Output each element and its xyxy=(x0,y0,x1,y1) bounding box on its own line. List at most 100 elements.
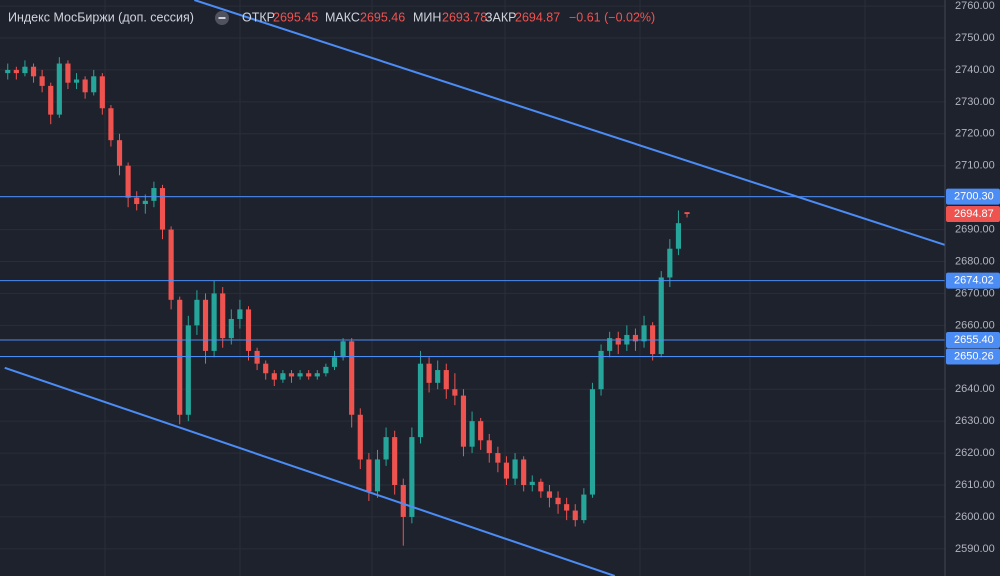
candle-body xyxy=(142,200,148,205)
candle-body xyxy=(589,389,596,495)
candle-body xyxy=(503,462,510,479)
level-label: 2674.02 xyxy=(954,274,994,286)
y-tick-label: 2600.00 xyxy=(955,511,995,523)
candle-body xyxy=(555,497,561,505)
y-tick-label: 2720.00 xyxy=(955,128,995,140)
candle-body xyxy=(73,79,80,83)
y-tick-label: 2730.00 xyxy=(955,96,995,108)
candle-body xyxy=(349,341,355,415)
candle-body xyxy=(435,370,441,383)
candle-body xyxy=(151,188,157,201)
candle-body xyxy=(30,66,37,77)
level-label-box xyxy=(946,188,1000,205)
candle-body xyxy=(615,338,621,345)
y-tick-label: 2710.00 xyxy=(955,160,995,172)
candle-body xyxy=(65,63,71,83)
candle-body xyxy=(116,140,123,166)
y-tick-label: 2680.00 xyxy=(955,255,995,267)
candle-body xyxy=(48,85,54,115)
candle-body xyxy=(443,370,449,390)
y-tick-label: 2630.00 xyxy=(955,415,995,427)
candle-body xyxy=(641,325,647,342)
candle-body xyxy=(254,350,260,364)
candle-body xyxy=(521,459,527,486)
candle-body xyxy=(564,504,570,511)
ohlc-label: МИН xyxy=(413,10,441,24)
candle-body xyxy=(684,212,690,215)
candle-body xyxy=(383,437,389,460)
candle-body xyxy=(39,76,45,86)
candle-body xyxy=(134,197,140,205)
candle-body xyxy=(280,373,286,380)
candle-body xyxy=(546,491,553,498)
candle-body xyxy=(56,63,62,115)
candle-body xyxy=(202,299,209,351)
candle-body xyxy=(331,357,338,367)
candle-body xyxy=(220,293,226,339)
y-tick-label: 2760.00 xyxy=(955,0,995,12)
candle-body xyxy=(5,69,11,74)
plot-area xyxy=(0,0,946,576)
candle-body xyxy=(159,188,166,230)
ohlc-value: 2695.46 xyxy=(360,10,405,24)
candle-body xyxy=(675,223,682,249)
candle-body xyxy=(263,363,269,374)
candle-body xyxy=(185,325,191,415)
candle-body xyxy=(194,299,200,326)
candle-body xyxy=(297,373,303,377)
candle-body xyxy=(357,414,363,460)
candle-body xyxy=(288,373,295,377)
candle-body xyxy=(452,389,458,396)
candle-body xyxy=(400,485,406,517)
ohlc-label: МАКС xyxy=(325,10,360,24)
candle-body xyxy=(13,69,19,74)
candle-body xyxy=(572,510,578,521)
candle-body xyxy=(460,395,467,447)
candle-body xyxy=(271,373,277,380)
y-tick-label: 2660.00 xyxy=(955,319,995,331)
candle-body xyxy=(495,453,501,463)
candle-body xyxy=(581,494,587,521)
ohlc-value: 2694.87 xyxy=(515,10,560,24)
candle-body xyxy=(486,440,492,454)
y-tick-label: 2590.00 xyxy=(955,543,995,555)
candle-body xyxy=(108,108,114,141)
ohlc-label: ОТКР xyxy=(242,10,275,24)
candle-body xyxy=(91,76,97,93)
candle-body xyxy=(306,373,312,377)
level-label: 2650.26 xyxy=(954,350,994,362)
candle-body xyxy=(512,459,518,479)
candle-body xyxy=(392,437,398,486)
candle-body xyxy=(323,366,329,374)
y-tick-label: 2690.00 xyxy=(955,223,995,235)
y-tick-label: 2740.00 xyxy=(955,64,995,76)
candle-body xyxy=(245,309,252,351)
candle-body xyxy=(211,293,217,351)
chart-title: Индекс МосБиржи (доп. сессия) xyxy=(8,10,194,24)
legend-header: Индекс МосБиржи (доп. сессия) ОТКР 2695.… xyxy=(8,10,655,25)
level-label-box xyxy=(946,272,1000,289)
y-tick-label: 2620.00 xyxy=(955,447,995,459)
candle-body xyxy=(478,421,484,441)
y-tick-label: 2670.00 xyxy=(955,287,995,299)
candle-body xyxy=(632,334,639,342)
candle-body xyxy=(228,318,234,339)
level-label-box xyxy=(946,348,1000,365)
candle-body xyxy=(607,338,613,351)
change-value: −0.61 (−0.02%) xyxy=(569,10,655,24)
y-tick-label: 2610.00 xyxy=(955,479,995,491)
candle-body xyxy=(125,165,131,198)
level-label: 2655.40 xyxy=(954,334,994,346)
trend-line xyxy=(194,0,946,246)
candle-body xyxy=(237,309,243,319)
candle-body xyxy=(99,76,105,109)
candle-body xyxy=(314,373,320,377)
y-tick-label: 2750.00 xyxy=(955,32,995,44)
candle-body xyxy=(667,248,673,278)
candle-body xyxy=(538,481,544,492)
candle-body xyxy=(22,66,28,74)
level-label-box xyxy=(946,332,1000,349)
